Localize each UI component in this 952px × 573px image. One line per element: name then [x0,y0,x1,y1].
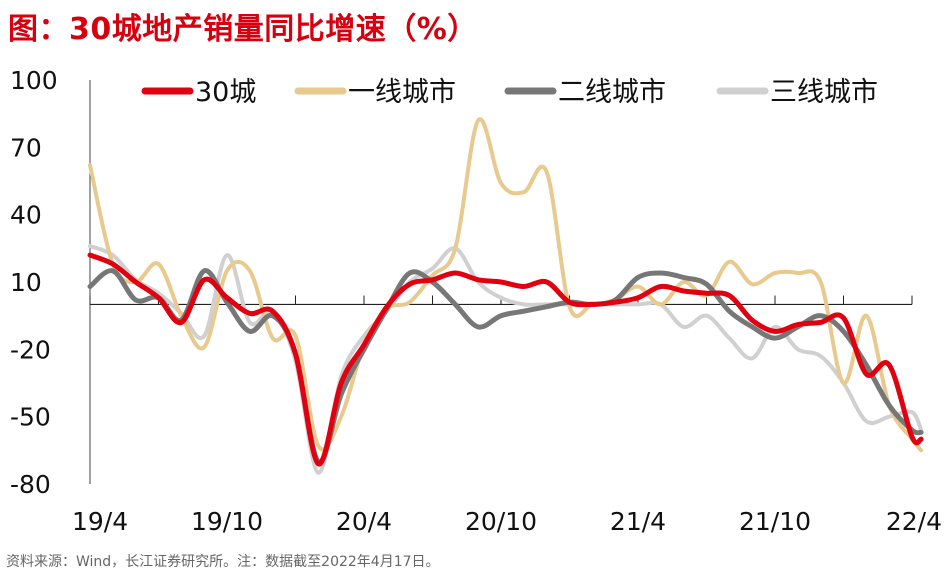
y-tick-label: 10 [10,268,42,297]
y-tick-label: 70 [10,133,42,162]
source-note: 资料来源：Wind，长江证券研究所。注：数据截至2022年4月17日。 [6,554,440,570]
x-tick-label: 22/4 [886,507,942,536]
x-tick-label: 20/4 [336,507,392,536]
y-tick-label: -50 [10,403,51,432]
axes: 100 70 40 10 -20 -50 -80 19/4 19/10 20/4 20/10 21/4… [10,66,942,536]
x-tick-label: 19/10 [191,507,263,536]
y-tick-label: 40 [10,201,42,230]
x-tick-label: 19/4 [72,507,128,536]
series-line-3 [88,244,924,475]
series-line-1 [88,117,924,453]
legend-label-3: 三线城市 [770,77,878,108]
series-lines [87,117,924,475]
legend-label-2: 二线城市 [558,77,666,108]
y-tick-label: -20 [10,335,51,364]
y-tick-label: 100 [10,66,58,95]
legend-label-0: 30城 [195,77,256,108]
y-tick-label: -80 [10,470,51,499]
x-tick-label: 20/10 [465,507,537,536]
chart-title: 图：30城地产销量同比增速（%） [8,12,478,47]
legend: 30城 一线城市 二线城市 三线城市 [141,77,878,108]
x-tick-label: 21/4 [610,507,666,536]
series-line-2 [87,268,924,465]
legend-label-1: 一线城市 [348,77,456,108]
series-line-0 [87,252,924,467]
x-tick-label: 21/10 [739,507,811,536]
